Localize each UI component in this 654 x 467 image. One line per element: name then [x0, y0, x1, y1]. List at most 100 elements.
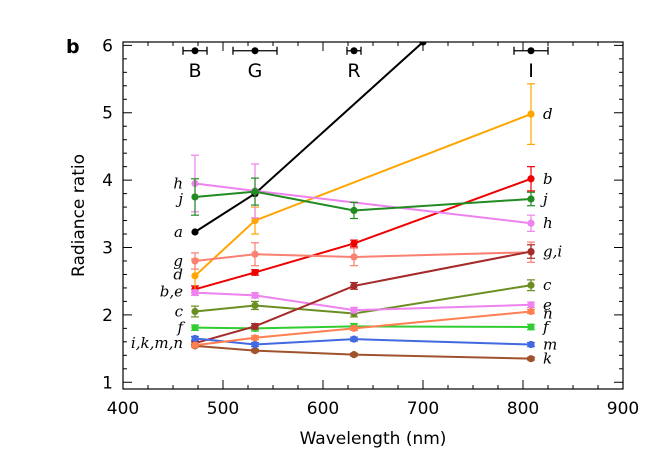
series-label-left-i-k-m-n: i,k,m,n: [131, 334, 183, 352]
series-label-left-b-e: b,e: [160, 282, 183, 300]
series-line-c: [194, 284, 532, 315]
data-point: [191, 257, 199, 265]
series-label-right-c: c: [543, 276, 552, 294]
series-n: [191, 307, 535, 349]
series-label-right-j: j: [540, 190, 548, 208]
series-label-right-k: k: [543, 350, 552, 368]
data-point: [527, 175, 535, 183]
y-tick-label-2: 2: [102, 306, 113, 326]
data-point: [191, 272, 199, 280]
band-center-point: [191, 47, 199, 55]
series-label-left-g: g: [173, 252, 183, 270]
series-g: [191, 241, 535, 270]
band-marker-b: B: [182, 46, 208, 82]
band-marker-i: I: [513, 46, 549, 82]
series-c: [191, 279, 535, 318]
band-label-g: G: [248, 60, 263, 82]
x-tick-label-600: 600: [307, 399, 339, 419]
data-point: [191, 334, 199, 343]
series-m: [191, 334, 535, 349]
y-tick-label-5: 5: [102, 104, 113, 124]
data-point: [191, 289, 199, 297]
series-label-left-h: h: [173, 174, 183, 192]
series-line-n: [194, 310, 532, 347]
data-point: [350, 306, 358, 314]
data-point: [251, 216, 259, 225]
series-e: [191, 289, 535, 314]
series-line-i: [194, 250, 532, 345]
band-marker-g: G: [232, 46, 278, 82]
data-point: [527, 323, 535, 331]
x-axis-label: Wavelength (nm): [300, 429, 447, 449]
data-point: [527, 281, 535, 289]
series-line-d: [194, 113, 532, 277]
data-point: [527, 247, 535, 256]
panel-label: b: [66, 36, 80, 58]
y-tick-label-3: 3: [102, 239, 113, 259]
series-b: [191, 166, 535, 294]
data-point: [350, 324, 358, 332]
series-line-b: [194, 177, 532, 291]
x-tick-label-500: 500: [207, 399, 239, 419]
series-line-j: [194, 190, 532, 212]
data-point: [191, 228, 199, 236]
data-point: [527, 355, 535, 363]
data-point: [191, 324, 199, 332]
x-tick-label-800: 800: [507, 399, 539, 419]
band-marker-r: R: [346, 46, 362, 82]
data-point: [350, 206, 358, 215]
series-line-a: [194, 42, 424, 233]
data-point: [251, 340, 259, 349]
data-point: [251, 250, 259, 258]
axes-layer: 400 500 600 700 800 900 1 2 3 4 5 6: [102, 36, 639, 419]
data-point: [251, 322, 259, 330]
series-label-right-g-i: g,i: [543, 243, 562, 261]
data-point: [350, 253, 358, 261]
band-center-point: [350, 47, 358, 55]
data-point: [191, 193, 199, 201]
data-point: [350, 282, 358, 290]
data-point: [251, 334, 259, 342]
y-axis-label: Radiance ratio: [69, 154, 89, 277]
series-label-left-j: j: [175, 190, 183, 208]
series-i: [191, 244, 535, 347]
series-label-left-c: c: [175, 303, 184, 321]
series-line-k: [194, 344, 532, 360]
band-center-point: [251, 47, 259, 55]
data-point: [251, 268, 259, 277]
series-line-f: [194, 325, 532, 330]
series-label-right-m: m: [543, 336, 557, 354]
data-point: [527, 219, 535, 227]
series-label-left-a: a: [174, 223, 183, 241]
data-point: [527, 301, 535, 309]
data-point: [251, 187, 259, 196]
data-point: [527, 340, 535, 349]
x-tick-label-900: 900: [607, 399, 639, 419]
y-tick-label-1: 1: [102, 373, 113, 393]
data-point: [251, 291, 259, 299]
series-label-left-f: f: [176, 319, 185, 337]
series-label-right-d: d: [543, 105, 553, 123]
data-point: [191, 341, 199, 349]
series-label-right-b: b: [543, 170, 553, 188]
data-point: [527, 307, 535, 316]
series-label-right-e: e: [543, 296, 552, 314]
data-point: [191, 307, 199, 316]
series-line-e: [194, 291, 532, 312]
x-tick-label-400: 400: [107, 399, 139, 419]
series-line-g: [194, 251, 532, 262]
data-point: [350, 239, 358, 248]
data-point: [251, 346, 259, 355]
series-k: [191, 342, 535, 363]
series-label-left-d: d: [173, 265, 183, 283]
series-d: [191, 83, 535, 294]
series-line-h: [194, 182, 532, 225]
band-label-i: I: [528, 60, 534, 82]
series-j: [191, 177, 535, 220]
y-tick-label-6: 6: [102, 36, 113, 56]
y-tick-label-4: 4: [102, 171, 113, 191]
series-label-right-f: f: [542, 318, 551, 336]
band-label-b: B: [188, 60, 201, 82]
